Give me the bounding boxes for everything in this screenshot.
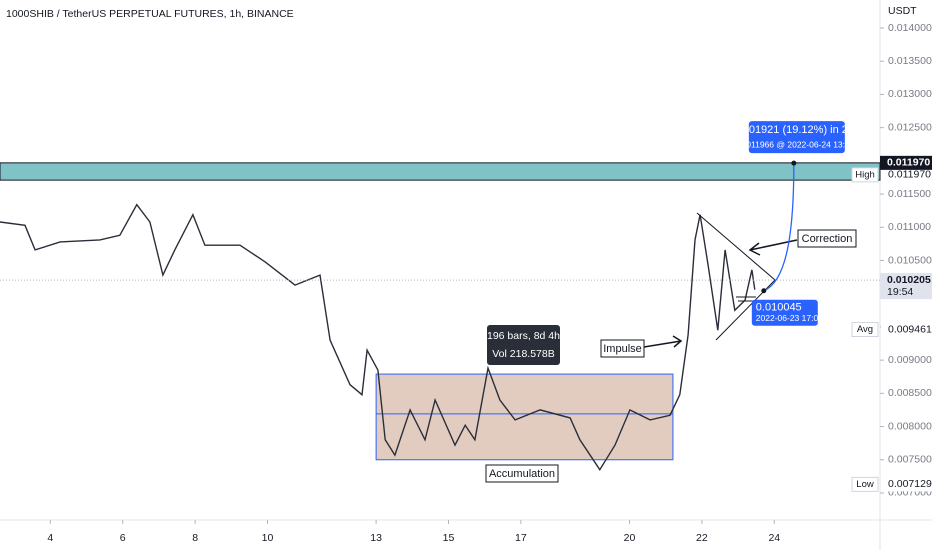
correction-label: Correction — [802, 233, 853, 245]
projection-end — [791, 160, 797, 166]
projection-box — [748, 121, 845, 154]
x-tick-label: 17 — [515, 532, 527, 544]
y-tick-label: 0.008500 — [888, 387, 932, 399]
projection-start-value: 0.010045 — [756, 302, 802, 314]
y-tick-label: 0.012500 — [888, 121, 932, 133]
x-tick-label: 15 — [443, 532, 455, 544]
measure-volume: Vol 218.578B — [492, 348, 554, 360]
y-tick-label: 0.008000 — [888, 420, 932, 432]
y-tick-label: 0.014000 — [888, 22, 932, 34]
y-tick-label: 0.013500 — [888, 55, 932, 67]
y-tick-label: 0.011500 — [888, 188, 931, 200]
last-price-time: 19:54 — [887, 286, 913, 298]
avg-price-bg — [881, 322, 932, 337]
y-tick-label: 0.009000 — [888, 354, 932, 366]
accumulation-annotation: Accumulation — [485, 464, 559, 483]
avg-tag-label: Avg — [857, 324, 873, 335]
high-price-label: 0.011970 — [888, 169, 931, 181]
last-price-label: 0.010205 — [887, 274, 931, 286]
accumulation-box — [375, 373, 674, 461]
low-tag-label: Low — [856, 479, 874, 490]
measure-box: 196 bars, 8d 4h Vol 218.578B — [487, 325, 560, 365]
x-tick-label: 6 — [120, 532, 126, 544]
projection-start-box — [751, 299, 818, 326]
zone-price-label: 0.011970 — [887, 157, 930, 169]
chart-title: 1000SHIB / TetherUS PERPETUAL FUTURES, 1… — [6, 8, 294, 20]
y-tick-label: 0.007500 — [888, 454, 932, 466]
x-tick-label: 4 — [47, 532, 53, 544]
projection-curve — [763, 163, 795, 292]
correction-annotation: Correction — [748, 229, 857, 256]
low-tag — [851, 476, 879, 492]
y-tick-label: 0.010500 — [888, 254, 932, 266]
low-price-bg — [881, 477, 932, 492]
high-tag-label: High — [855, 169, 875, 180]
x-tick-label: 22 — [696, 532, 708, 544]
y-axis-unit: USDT — [888, 5, 917, 17]
impulse-label: Impulse — [603, 343, 642, 355]
measure-bars: 196 bars, 8d 4h — [487, 330, 560, 342]
price-line — [0, 203, 756, 471]
plot — [0, 162, 881, 471]
projection-start — [761, 288, 767, 294]
low-price-label: 0.007129 — [888, 478, 932, 490]
x-tick-label: 13 — [370, 532, 382, 544]
x-tick-label: 24 — [768, 532, 780, 544]
impulse-annotation: Impulse — [600, 335, 683, 358]
projection-target: 0.011966 @ 2022-06-24 13:00 — [739, 139, 855, 149]
projection-start-time: 2022-06-23 17:00 — [756, 313, 823, 323]
zone-price-box — [880, 155, 932, 170]
last-price-box — [880, 273, 932, 300]
avg-tag — [851, 322, 879, 338]
accumulation-label: Accumulation — [489, 468, 555, 480]
x-tick-label: 8 — [192, 532, 198, 544]
y-tick-label: 0.013000 — [888, 88, 932, 100]
projection-change: 0.001921 (19.12%) in 20h — [734, 124, 861, 136]
x-tick-label: 20 — [624, 532, 636, 544]
avg-price-label: 0.009461 — [888, 323, 932, 335]
high-tag — [851, 167, 879, 183]
y-tick-label: 0.011000 — [888, 221, 931, 233]
x-tick-label: 10 — [262, 532, 274, 544]
resistance-zone — [0, 162, 881, 181]
